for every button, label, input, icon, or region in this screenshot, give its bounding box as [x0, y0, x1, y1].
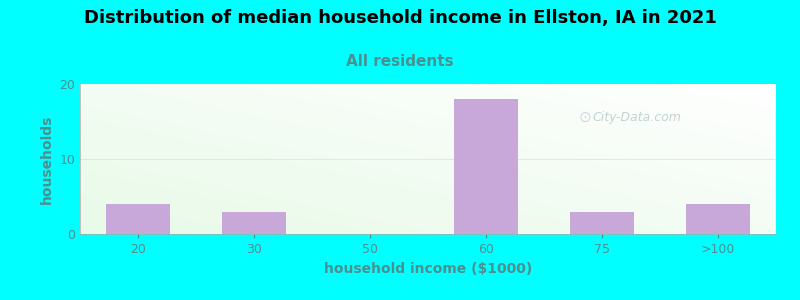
- Text: ⊙: ⊙: [578, 110, 591, 124]
- Text: Distribution of median household income in Ellston, IA in 2021: Distribution of median household income …: [83, 9, 717, 27]
- X-axis label: household income ($1000): household income ($1000): [324, 262, 532, 276]
- Bar: [222, 212, 286, 234]
- Bar: [686, 204, 750, 234]
- Y-axis label: households: households: [40, 114, 54, 204]
- Bar: [106, 204, 170, 234]
- Bar: [570, 212, 634, 234]
- Text: All residents: All residents: [346, 54, 454, 69]
- Bar: [454, 99, 518, 234]
- Text: City-Data.com: City-Data.com: [592, 110, 682, 124]
